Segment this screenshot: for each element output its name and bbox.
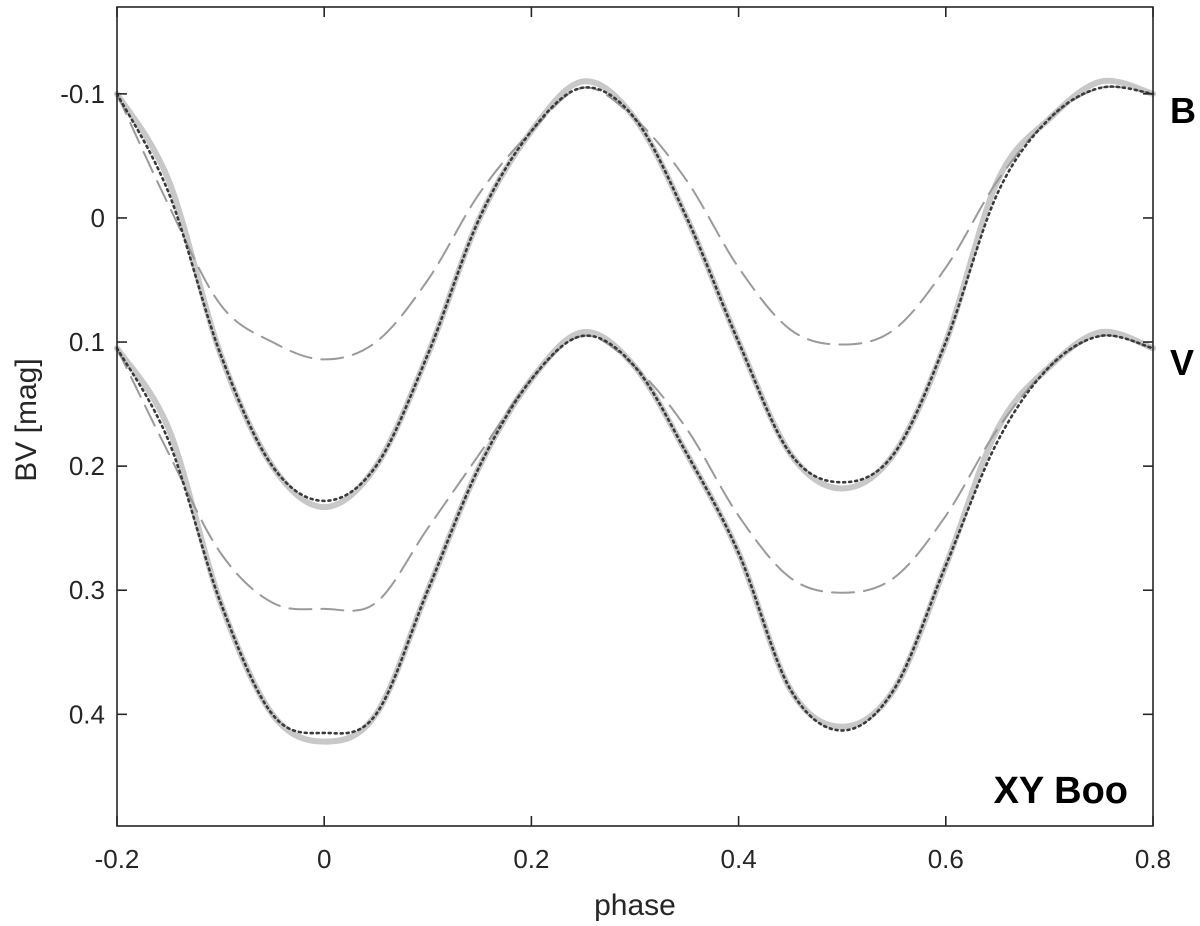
curve-v-component	[116, 334, 1154, 612]
x-axis-label: phase	[594, 889, 676, 922]
y-axis-label: BV [mag]	[10, 358, 43, 481]
y-tick-label: 0	[91, 203, 105, 233]
curve-b-component	[116, 85, 1154, 361]
y-tick-label: -0.1	[60, 79, 105, 109]
curve-v-model	[115, 334, 1155, 735]
band-label-v: V	[1170, 342, 1194, 383]
band-label-b: B	[1170, 90, 1196, 131]
y-tick-label: 0.4	[69, 699, 105, 729]
series-curves	[114, 77, 1156, 745]
curve-b-model	[115, 85, 1155, 503]
y-tick-label: 0.1	[69, 327, 105, 357]
x-tick-label: 0	[317, 844, 331, 874]
axis-ticks: -0.2 0 0.2 0.4 0.6 0.8 -0.1 0 0.1 0.2 0.3 0.4	[60, 7, 1171, 874]
x-tick-label: -0.2	[95, 844, 140, 874]
y-tick-label: 0.2	[69, 451, 105, 481]
star-name-label: XY Boo	[994, 770, 1128, 812]
x-tick-label: 0.4	[721, 844, 757, 874]
x-tick-label: 0.2	[513, 844, 549, 874]
x-tick-label: 0.6	[928, 844, 964, 874]
curve-v-observed	[114, 328, 1156, 745]
x-tick-label: 0.8	[1135, 844, 1171, 874]
y-tick-label: 0.3	[69, 575, 105, 605]
plot-frame	[116, 6, 1154, 827]
